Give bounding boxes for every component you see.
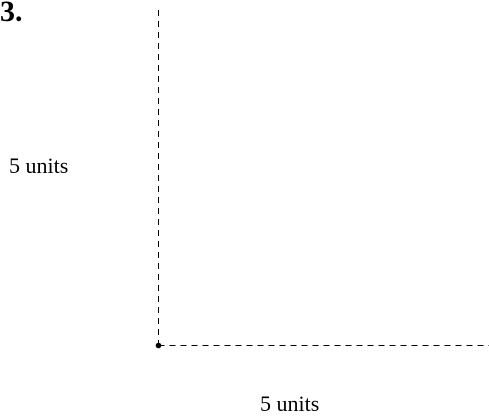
horizontal-side-label: 5 units: [260, 391, 320, 416]
problem-number: 3.: [0, 0, 23, 28]
corner-point: [155, 342, 162, 349]
vertical-side-label: 5 units: [9, 153, 69, 178]
